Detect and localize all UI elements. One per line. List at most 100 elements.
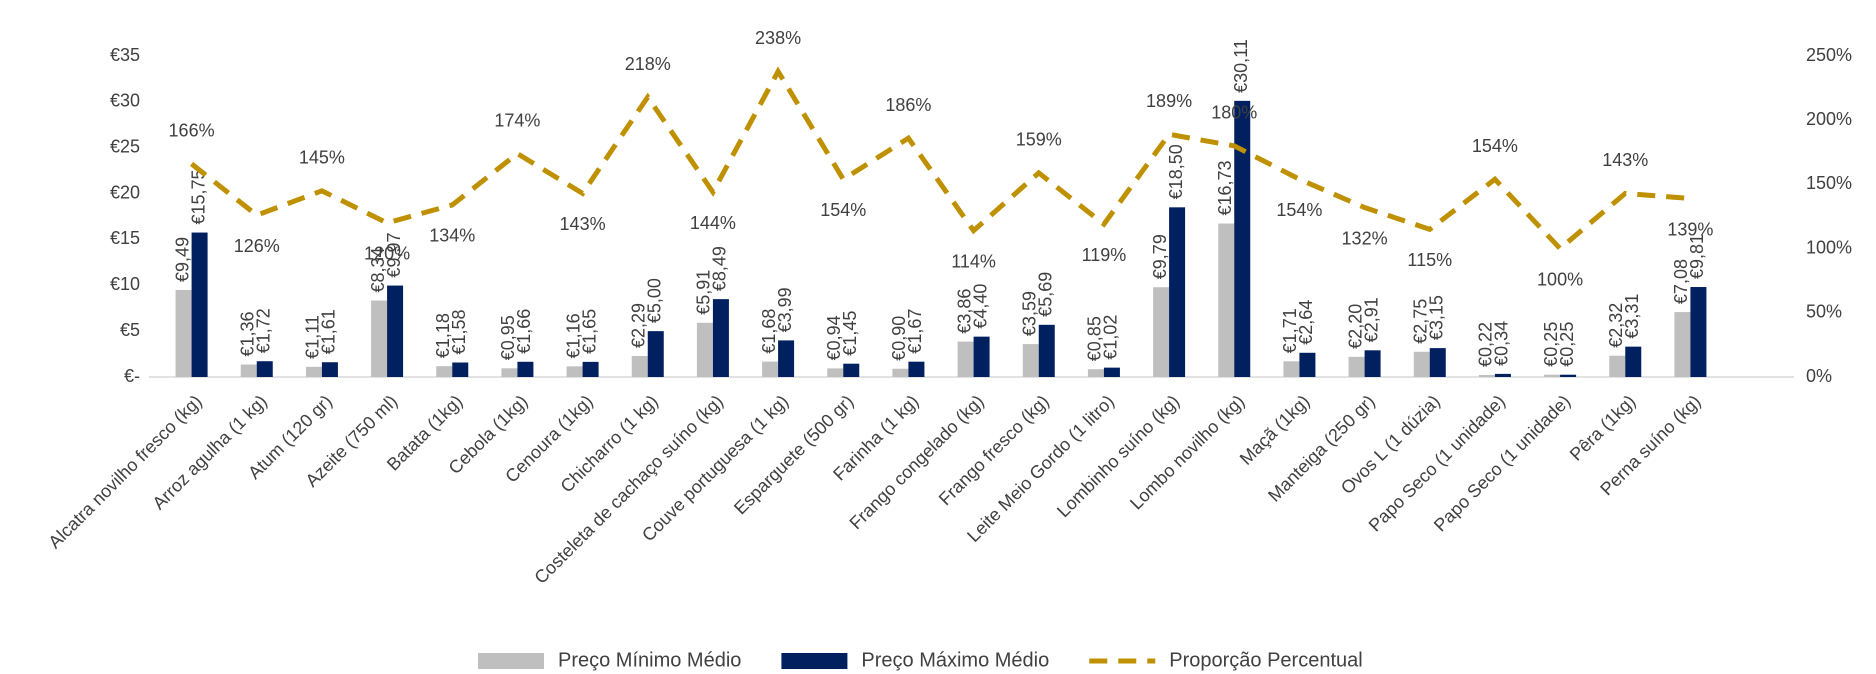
line-data-label: 218% [625,54,671,74]
data-label: €3,99 [775,287,795,332]
line-data-label: 186% [885,95,931,115]
data-label: €3,15 [1427,295,1447,340]
line-data-label: 120% [364,244,410,264]
data-label: €2,75 [1411,299,1431,344]
line-data-label: 166% [169,121,215,141]
line-data-label: 119% [1082,245,1127,265]
bar [1674,312,1691,377]
y-tick-label: €35 [110,45,140,65]
bar [240,364,257,377]
line-data-label: 144% [690,213,736,233]
line-data-label: 189% [1146,91,1192,111]
bar [1153,287,1170,377]
data-label: €3,31 [1622,294,1642,339]
data-label: €0,25 [1557,322,1577,367]
data-label: €5,69 [1036,272,1056,317]
y2-tick-label: 50% [1806,302,1842,322]
bar [436,366,453,377]
line-data-label: 134% [429,226,475,246]
bar [175,289,192,377]
data-label: €0,94 [824,315,844,360]
bar [1429,348,1446,377]
line-data-label: 154% [1472,136,1518,156]
data-label: €4,40 [970,284,990,329]
bar [191,232,208,377]
data-label: €2,29 [629,303,649,348]
data-label: €2,32 [1606,303,1626,348]
bar [1364,350,1381,377]
data-label: €2,64 [1296,300,1316,345]
bar [321,362,338,377]
line-data-label: 145% [299,148,345,168]
bar [1494,373,1511,377]
y-tick-label: €20 [110,182,140,202]
y2-tick-label: 0% [1806,366,1832,386]
data-label: €18,50 [1166,144,1186,199]
bar [1299,352,1316,377]
line-data-label: 132% [1342,228,1388,248]
line-data-label: 174% [494,110,540,130]
line-data-label: 126% [234,236,280,256]
data-label: €1,72 [254,308,274,353]
y-tick-label: €10 [110,274,140,294]
data-label: €1,66 [514,309,534,354]
legend-label: Preço Máximo Médio [861,649,1049,671]
bar [1478,374,1495,377]
data-label: €0,90 [889,316,909,361]
legend-swatch [478,653,544,669]
bar [778,340,795,377]
data-label: €7,08 [1671,259,1691,304]
data-label: €5,91 [694,270,714,315]
data-label: €1,18 [433,313,453,358]
data-label: €9,97 [384,233,404,278]
line-data-label: 100% [1537,269,1583,289]
x-tick-label: Frango fresco (kg) [935,391,1053,509]
data-label: €2,20 [1345,304,1365,349]
y2-tick-label: 200% [1806,109,1852,129]
bar [452,362,469,377]
line-data-label: 143% [560,214,606,234]
data-label: €9,81 [1687,234,1707,279]
line-data-label: 238% [755,28,801,48]
bar [305,366,322,377]
y2-tick-label: 250% [1806,45,1852,65]
y2-tick-label: 100% [1806,237,1852,257]
bar [1609,355,1626,377]
x-tick-label: Lombo novilho (kg) [1126,391,1248,513]
data-label: €9,49 [172,237,192,282]
data-label: €9,79 [1150,234,1170,279]
bar [892,368,909,377]
data-label: €0,85 [1085,316,1105,361]
legend-swatch [781,653,848,669]
line-data-label: 139% [1667,219,1713,239]
bar [566,366,583,377]
bar [827,368,844,377]
data-label: €5,00 [645,278,665,323]
bar [762,361,779,377]
x-tick-label: Esparguete (500 gr) [730,391,857,518]
data-label: €1,61 [319,309,339,354]
data-label: €1,02 [1101,315,1121,360]
y-tick-label: €30 [110,91,140,111]
data-label: €3,86 [954,289,974,334]
line-data-label: 154% [820,200,866,220]
bar [1169,207,1186,377]
data-label: €2,91 [1361,297,1381,342]
legend-label: Preço Mínimo Médio [558,649,741,671]
y-tick-label: €5 [120,320,140,340]
bar [1087,369,1104,377]
data-label: €1,58 [449,309,469,354]
data-label: €8,34 [368,247,388,292]
data-label: €1,11 [303,315,323,359]
bar [712,299,729,377]
data-label: €8,49 [710,246,730,291]
legend-label: Proporção Percentual [1169,649,1362,671]
bar [501,368,518,377]
data-label: €0,95 [498,315,518,360]
bar [647,331,664,377]
data-label: €1,65 [579,309,599,354]
line-data-label: 115% [1407,250,1452,270]
bar [631,355,648,377]
data-label: €1,67 [905,309,925,354]
data-label: €1,71 [1280,308,1300,353]
